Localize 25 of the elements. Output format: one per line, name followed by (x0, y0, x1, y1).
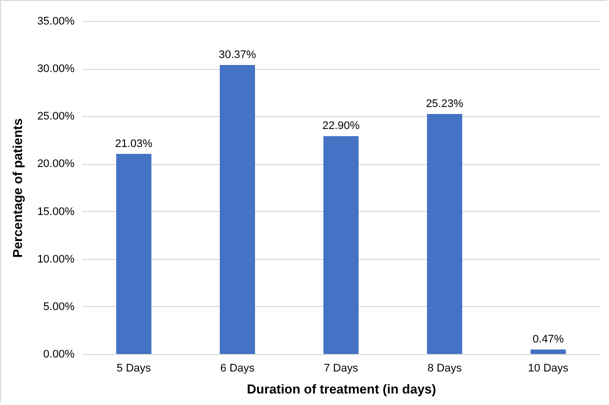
y-tick-label: 20.00% (37, 158, 75, 170)
x-tick-label: 7 Days (324, 362, 359, 374)
bar (323, 136, 359, 354)
data-label: 25.23% (426, 98, 464, 110)
x-tick-label: 5 Days (116, 362, 152, 374)
bar (116, 154, 152, 354)
bar (220, 65, 256, 354)
y-tick-label: 30.00% (37, 63, 75, 76)
x-tick-label: 8 Days (427, 362, 462, 374)
bar (426, 114, 462, 354)
x-tick-label: 6 Days (220, 362, 256, 374)
y-tick-label: 5.00% (43, 300, 75, 313)
y-tick-label: 10.00% (37, 253, 75, 266)
y-axis-title: Percentage of patients (10, 118, 26, 258)
x-tick-label: 10 Days (528, 362, 569, 374)
y-tick-label: 0.00% (43, 348, 75, 360)
data-label: 22.90% (322, 120, 360, 132)
data-label: 21.03% (115, 138, 153, 150)
data-label: 0.47% (532, 334, 564, 346)
y-tick-label: 35.00% (37, 16, 75, 28)
x-axis-title: Duration of treatment (in days) (246, 382, 436, 396)
data-label: 30.37% (218, 49, 256, 62)
bar (530, 350, 566, 354)
y-tick-label: 25.00% (37, 110, 75, 123)
y-tick-label: 15.00% (37, 206, 75, 218)
